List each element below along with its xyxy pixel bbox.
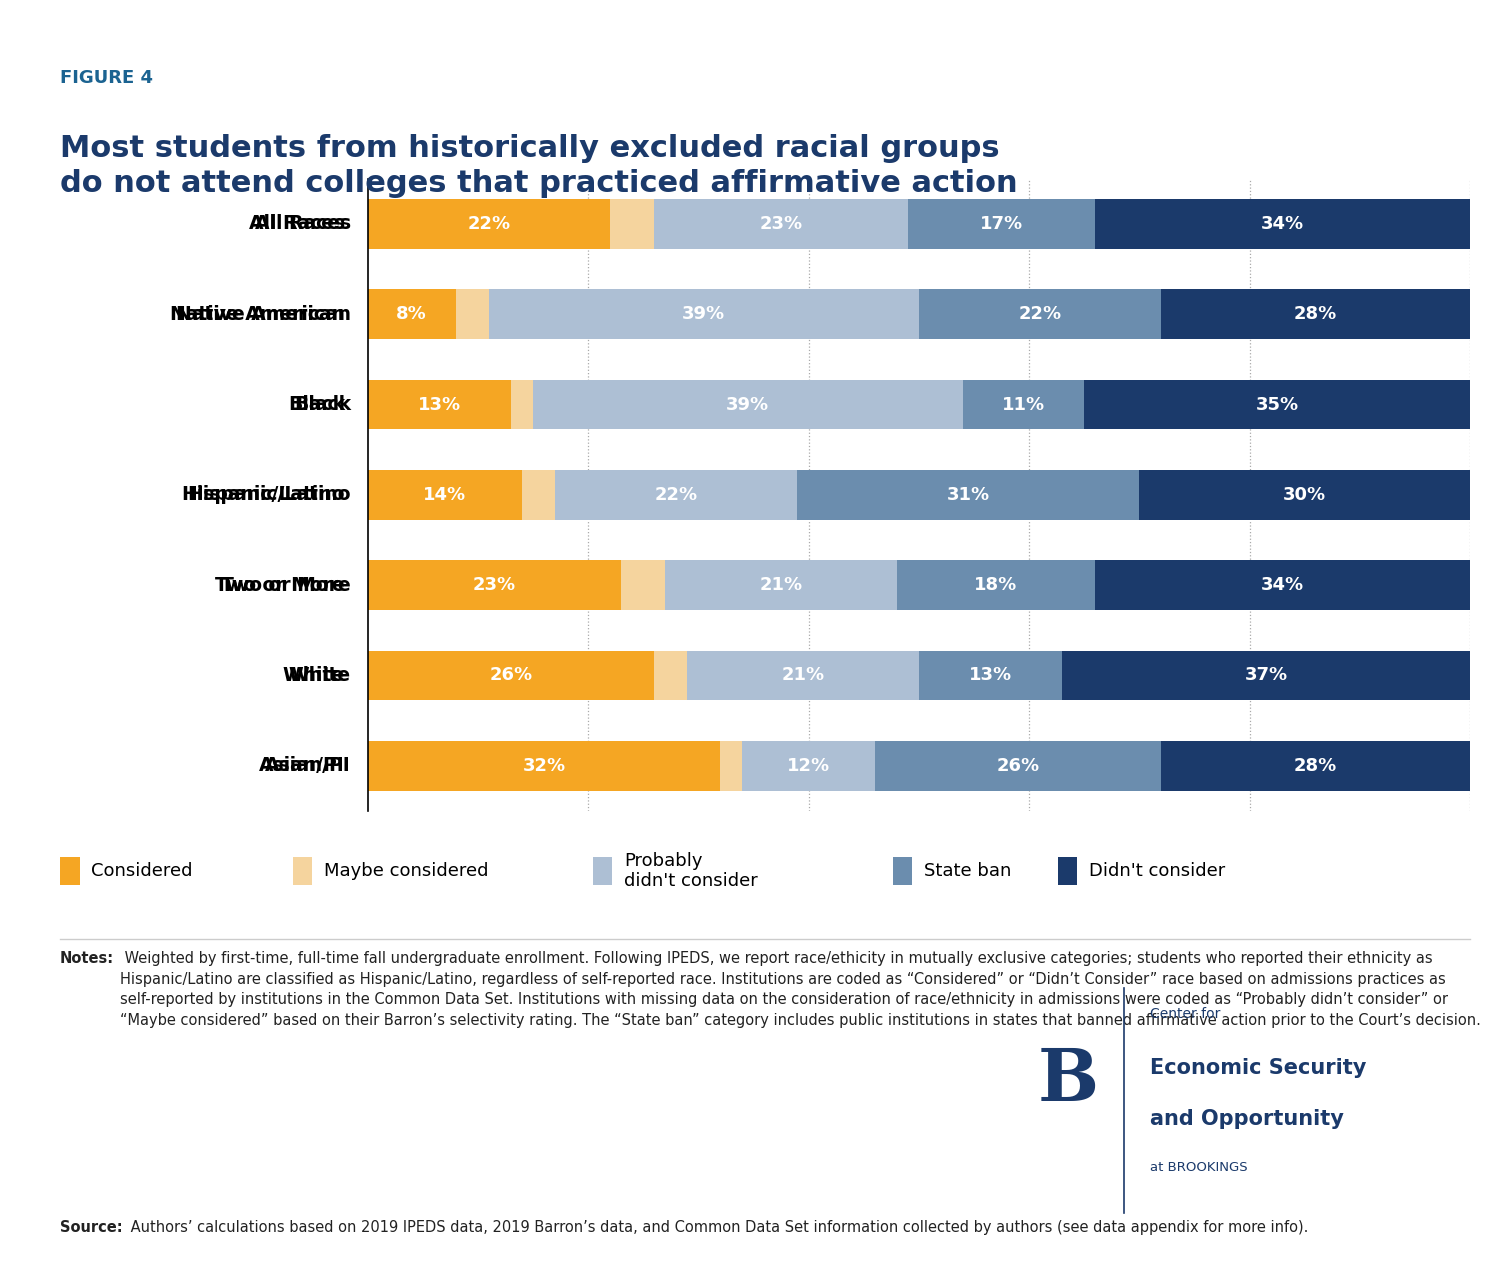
Text: All Races: All Races <box>249 215 345 234</box>
Bar <box>489 290 918 340</box>
Bar <box>897 561 1095 610</box>
Bar <box>368 199 610 249</box>
Text: 12%: 12% <box>788 757 830 775</box>
Text: Asian/PI: Asian/PI <box>260 756 345 775</box>
Bar <box>368 470 522 520</box>
Bar <box>1161 290 1470 340</box>
Text: Considered: Considered <box>92 862 194 880</box>
Text: White: White <box>284 665 345 684</box>
Text: State ban: State ban <box>924 862 1011 880</box>
Text: Weighted by first-time, full-time fall undergraduate enrollment. Following IPEDS: Weighted by first-time, full-time fall u… <box>120 951 1480 1028</box>
Text: Center for: Center for <box>1150 1008 1221 1020</box>
Bar <box>621 561 664 610</box>
Text: at BROOKINGS: at BROOKINGS <box>1150 1161 1248 1174</box>
Text: 26%: 26% <box>996 757 1039 775</box>
Text: 23%: 23% <box>472 576 516 594</box>
Text: 35%: 35% <box>1256 396 1299 414</box>
Text: Probably
didn't consider: Probably didn't consider <box>624 852 758 890</box>
Text: 11%: 11% <box>1002 396 1046 414</box>
Bar <box>1140 470 1470 520</box>
Bar <box>512 379 532 429</box>
Bar <box>918 650 1062 700</box>
Bar <box>918 290 1161 340</box>
Bar <box>1161 741 1470 790</box>
Text: Black: Black <box>288 395 345 414</box>
Text: 32%: 32% <box>522 757 566 775</box>
Bar <box>1062 650 1470 700</box>
Text: 30%: 30% <box>1282 485 1326 504</box>
Bar <box>1084 379 1470 429</box>
Bar <box>368 741 720 790</box>
Text: 28%: 28% <box>1294 305 1338 323</box>
Text: Economic Security: Economic Security <box>1150 1057 1366 1078</box>
Text: 37%: 37% <box>1245 667 1287 684</box>
Bar <box>1095 561 1470 610</box>
Text: 14%: 14% <box>423 485 466 504</box>
Text: 34%: 34% <box>1262 576 1304 594</box>
Bar <box>654 650 687 700</box>
Bar <box>555 470 798 520</box>
Text: Most students from historically excluded racial groups
do not attend colleges th: Most students from historically excluded… <box>60 134 1017 198</box>
Text: 39%: 39% <box>726 396 770 414</box>
Text: 22%: 22% <box>1019 305 1062 323</box>
Text: B: B <box>1038 1045 1098 1116</box>
Text: 39%: 39% <box>682 305 726 323</box>
Text: 8%: 8% <box>396 305 427 323</box>
Bar <box>610 199 654 249</box>
Text: 23%: 23% <box>759 215 802 232</box>
Text: and Opportunity: and Opportunity <box>1150 1108 1344 1129</box>
Text: All Races: All Races <box>255 215 351 234</box>
Text: Native American: Native American <box>170 305 345 324</box>
Text: White: White <box>290 665 351 684</box>
Text: Two or More: Two or More <box>216 576 345 595</box>
Bar <box>368 379 512 429</box>
Text: Asian/PI: Asian/PI <box>266 756 351 775</box>
Text: Source:: Source: <box>60 1220 123 1235</box>
Text: 22%: 22% <box>466 215 510 232</box>
Bar <box>720 741 742 790</box>
Text: 21%: 21% <box>782 667 825 684</box>
Text: 13%: 13% <box>417 396 460 414</box>
Text: 26%: 26% <box>489 667 532 684</box>
Text: Black: Black <box>294 395 351 414</box>
Text: Maybe considered: Maybe considered <box>324 862 489 880</box>
Bar <box>1095 199 1470 249</box>
Text: 21%: 21% <box>759 576 802 594</box>
Text: Hispanic/Latino: Hispanic/Latino <box>188 485 351 504</box>
Text: 13%: 13% <box>969 667 1012 684</box>
Text: 34%: 34% <box>1262 215 1304 232</box>
Bar <box>456 290 489 340</box>
Bar <box>908 199 1095 249</box>
Bar <box>742 741 874 790</box>
Text: 18%: 18% <box>975 576 1017 594</box>
Text: Didn't consider: Didn't consider <box>1089 862 1226 880</box>
Bar <box>798 470 1140 520</box>
Bar <box>687 650 918 700</box>
Text: Authors’ calculations based on 2019 IPEDS data, 2019 Barron’s data, and Common D: Authors’ calculations based on 2019 IPED… <box>126 1220 1308 1235</box>
Bar <box>532 379 963 429</box>
Bar <box>963 379 1084 429</box>
Text: Notes:: Notes: <box>60 951 114 967</box>
Bar <box>522 470 555 520</box>
Bar <box>368 561 621 610</box>
Bar <box>664 561 897 610</box>
Text: 22%: 22% <box>654 485 698 504</box>
Bar <box>368 290 456 340</box>
Text: Two or More: Two or More <box>220 576 351 595</box>
Text: Native American: Native American <box>176 305 351 324</box>
Bar <box>874 741 1161 790</box>
Bar <box>654 199 908 249</box>
Text: Hispanic/Latino: Hispanic/Latino <box>182 485 345 504</box>
Text: 28%: 28% <box>1294 757 1338 775</box>
Text: FIGURE 4: FIGURE 4 <box>60 69 153 87</box>
Text: 31%: 31% <box>946 485 990 504</box>
Bar <box>368 650 654 700</box>
Text: 17%: 17% <box>980 215 1023 232</box>
